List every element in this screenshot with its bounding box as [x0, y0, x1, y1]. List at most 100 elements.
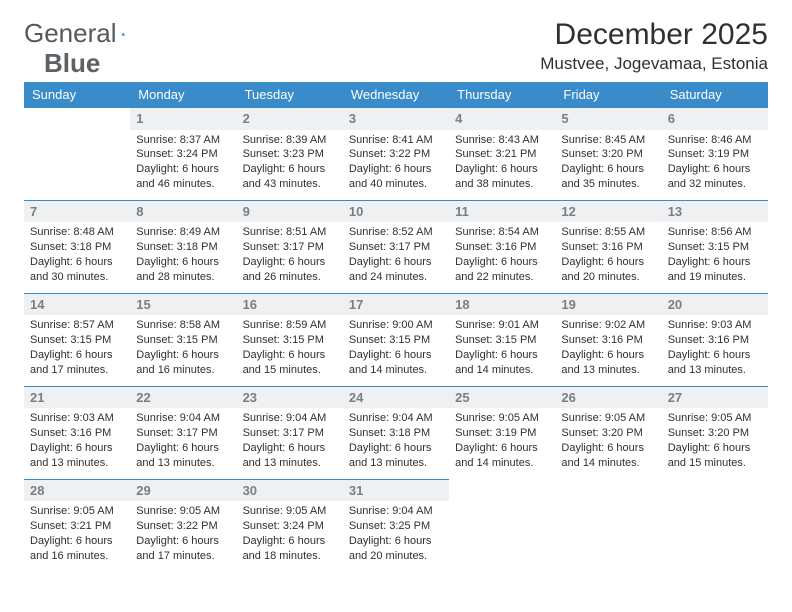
daylight-line: Daylight: 6 hours and 40 minutes.	[349, 162, 443, 192]
calendar-day-cell: 6Sunrise: 8:46 AMSunset: 3:19 PMDaylight…	[662, 108, 768, 201]
calendar-head: SundayMondayTuesdayWednesdayThursdayFrid…	[24, 82, 768, 108]
sunrise-line: Sunrise: 8:56 AM	[668, 225, 762, 240]
sunrise-line: Sunrise: 9:03 AM	[30, 411, 124, 426]
sunrise-line: Sunrise: 8:45 AM	[561, 133, 655, 148]
sunset-line: Sunset: 3:15 PM	[349, 333, 443, 348]
sunset-line: Sunset: 3:17 PM	[243, 240, 337, 255]
sunset-line: Sunset: 3:21 PM	[30, 519, 124, 534]
daylight-line: Daylight: 6 hours and 20 minutes.	[349, 534, 443, 564]
weekday-header: Thursday	[449, 82, 555, 108]
logo-text-2: Blue	[44, 48, 100, 79]
brand-logo: General Blue	[24, 18, 149, 49]
calendar-day-cell: 14Sunrise: 8:57 AMSunset: 3:15 PMDayligh…	[24, 293, 130, 386]
day-number: 1	[130, 108, 236, 130]
calendar-day-cell: 29Sunrise: 9:05 AMSunset: 3:22 PMDayligh…	[130, 479, 236, 571]
day-number: 17	[343, 294, 449, 316]
daylight-line: Daylight: 6 hours and 16 minutes.	[136, 348, 230, 378]
daylight-line: Daylight: 6 hours and 30 minutes.	[30, 255, 124, 285]
sunset-line: Sunset: 3:16 PM	[561, 240, 655, 255]
daylight-line: Daylight: 6 hours and 35 minutes.	[561, 162, 655, 192]
calendar-day-cell: 21Sunrise: 9:03 AMSunset: 3:16 PMDayligh…	[24, 386, 130, 479]
day-number: 6	[662, 108, 768, 130]
day-number: 20	[662, 294, 768, 316]
sunset-line: Sunset: 3:17 PM	[349, 240, 443, 255]
title-block: December 2025 Mustvee, Jogevamaa, Estoni…	[540, 18, 768, 74]
calendar-day-cell: 27Sunrise: 9:05 AMSunset: 3:20 PMDayligh…	[662, 386, 768, 479]
calendar-day-cell: 22Sunrise: 9:04 AMSunset: 3:17 PMDayligh…	[130, 386, 236, 479]
sunrise-line: Sunrise: 9:00 AM	[349, 318, 443, 333]
daylight-line: Daylight: 6 hours and 28 minutes.	[136, 255, 230, 285]
calendar-day-cell	[555, 479, 661, 571]
sunset-line: Sunset: 3:20 PM	[561, 147, 655, 162]
day-number: 7	[24, 201, 130, 223]
logo-text-1: General	[24, 18, 117, 49]
daylight-line: Daylight: 6 hours and 32 minutes.	[668, 162, 762, 192]
daylight-line: Daylight: 6 hours and 13 minutes.	[136, 441, 230, 471]
sunrise-line: Sunrise: 9:05 AM	[561, 411, 655, 426]
day-number: 28	[24, 480, 130, 502]
day-number: 27	[662, 387, 768, 409]
daylight-line: Daylight: 6 hours and 13 minutes.	[561, 348, 655, 378]
daylight-line: Daylight: 6 hours and 13 minutes.	[30, 441, 124, 471]
sunset-line: Sunset: 3:17 PM	[243, 426, 337, 441]
weekday-header: Tuesday	[237, 82, 343, 108]
weekday-header: Monday	[130, 82, 236, 108]
sunrise-line: Sunrise: 9:04 AM	[349, 504, 443, 519]
day-number: 21	[24, 387, 130, 409]
daylight-line: Daylight: 6 hours and 14 minutes.	[561, 441, 655, 471]
sunrise-line: Sunrise: 9:05 AM	[30, 504, 124, 519]
sunset-line: Sunset: 3:25 PM	[349, 519, 443, 534]
daylight-line: Daylight: 6 hours and 17 minutes.	[136, 534, 230, 564]
calendar-day-cell	[24, 108, 130, 201]
sunrise-line: Sunrise: 8:43 AM	[455, 133, 549, 148]
daylight-line: Daylight: 6 hours and 38 minutes.	[455, 162, 549, 192]
calendar-day-cell: 15 Sunrise: 8:58 AMSunset: 3:15 PMDayligh…	[130, 293, 236, 386]
weekday-header: Sunday	[24, 82, 130, 108]
day-number: 13	[662, 201, 768, 223]
day-number: 30	[237, 480, 343, 502]
sunset-line: Sunset: 3:15 PM	[136, 333, 230, 348]
calendar-day-cell: 13Sunrise: 8:56 AMSunset: 3:15 PMDayligh…	[662, 200, 768, 293]
sunset-line: Sunset: 3:22 PM	[349, 147, 443, 162]
sunset-line: Sunset: 3:18 PM	[349, 426, 443, 441]
sunset-line: Sunset: 3:24 PM	[243, 519, 337, 534]
calendar-day-cell: 20Sunrise: 9:03 AMSunset: 3:16 PMDayligh…	[662, 293, 768, 386]
sunrise-line: Sunrise: 8:49 AM	[136, 225, 230, 240]
calendar-day-cell: 11Sunrise: 8:54 AMSunset: 3:16 PMDayligh…	[449, 200, 555, 293]
sunrise-line: Sunrise: 8:59 AM	[243, 318, 337, 333]
sunrise-line: Sunrise: 9:04 AM	[349, 411, 443, 426]
calendar-day-cell: 30Sunrise: 9:05 AMSunset: 3:24 PMDayligh…	[237, 479, 343, 571]
calendar-week-row: 28 Sunrise: 9:05 AMSunset: 3:21 PM Dayligh…	[24, 479, 768, 571]
daylight-line: Daylight: 6 hours and 13 minutes.	[243, 441, 337, 471]
calendar-week-row: 14Sunrise: 8:57 AMSunset: 3:15 PMDayligh…	[24, 293, 768, 386]
sunset-line: Sunset: 3:19 PM	[455, 426, 549, 441]
calendar-day-cell: 23Sunrise: 9:04 AMSunset: 3:17 PMDayligh…	[237, 386, 343, 479]
daylight-line: Daylight: 6 hours and 20 minutes.	[561, 255, 655, 285]
calendar-day-cell: 9Sunrise: 8:51 AMSunset: 3:17 PMDaylight…	[237, 200, 343, 293]
calendar-day-cell	[449, 479, 555, 571]
calendar-day-cell: 26Sunrise: 9:05 AMSunset: 3:20 PMDayligh…	[555, 386, 661, 479]
day-number: 16	[237, 294, 343, 316]
sunrise-line: Sunrise: 8:58 AM	[136, 318, 230, 333]
sunrise-line: Sunrise: 8:54 AM	[455, 225, 549, 240]
daylight-line: Daylight: 6 hours and 43 minutes.	[243, 162, 337, 192]
sunrise-line: Sunrise: 8:46 AM	[668, 133, 762, 148]
day-number: 4	[449, 108, 555, 130]
day-number: 15	[130, 294, 236, 316]
calendar-day-cell: 1Sunrise: 8:37 AMSunset: 3:24 PMDaylight…	[130, 108, 236, 201]
calendar-day-cell: 7Sunrise: 8:48 AMSunset: 3:18 PMDaylight…	[24, 200, 130, 293]
calendar-day-cell: 3Sunrise: 8:41 AMSunset: 3:22 PMDaylight…	[343, 108, 449, 201]
sunset-line: Sunset: 3:20 PM	[668, 426, 762, 441]
day-number: 8	[130, 201, 236, 223]
day-number: 11	[449, 201, 555, 223]
sunrise-line: Sunrise: 8:57 AM	[30, 318, 124, 333]
day-number: 24	[343, 387, 449, 409]
sunrise-line: Sunrise: 8:41 AM	[349, 133, 443, 148]
daylight-line: Daylight: 6 hours and 15 minutes.	[668, 441, 762, 471]
calendar-day-cell: 8Sunrise: 8:49 AMSunset: 3:18 PMDaylight…	[130, 200, 236, 293]
day-number: 9	[237, 201, 343, 223]
calendar-day-cell: 2Sunrise: 8:39 AMSunset: 3:23 PMDaylight…	[237, 108, 343, 201]
daylight-line: Daylight: 6 hours and 18 minutes.	[243, 534, 337, 564]
daylight-line: Daylight: 6 hours and 14 minutes.	[455, 348, 549, 378]
weekday-header: Saturday	[662, 82, 768, 108]
